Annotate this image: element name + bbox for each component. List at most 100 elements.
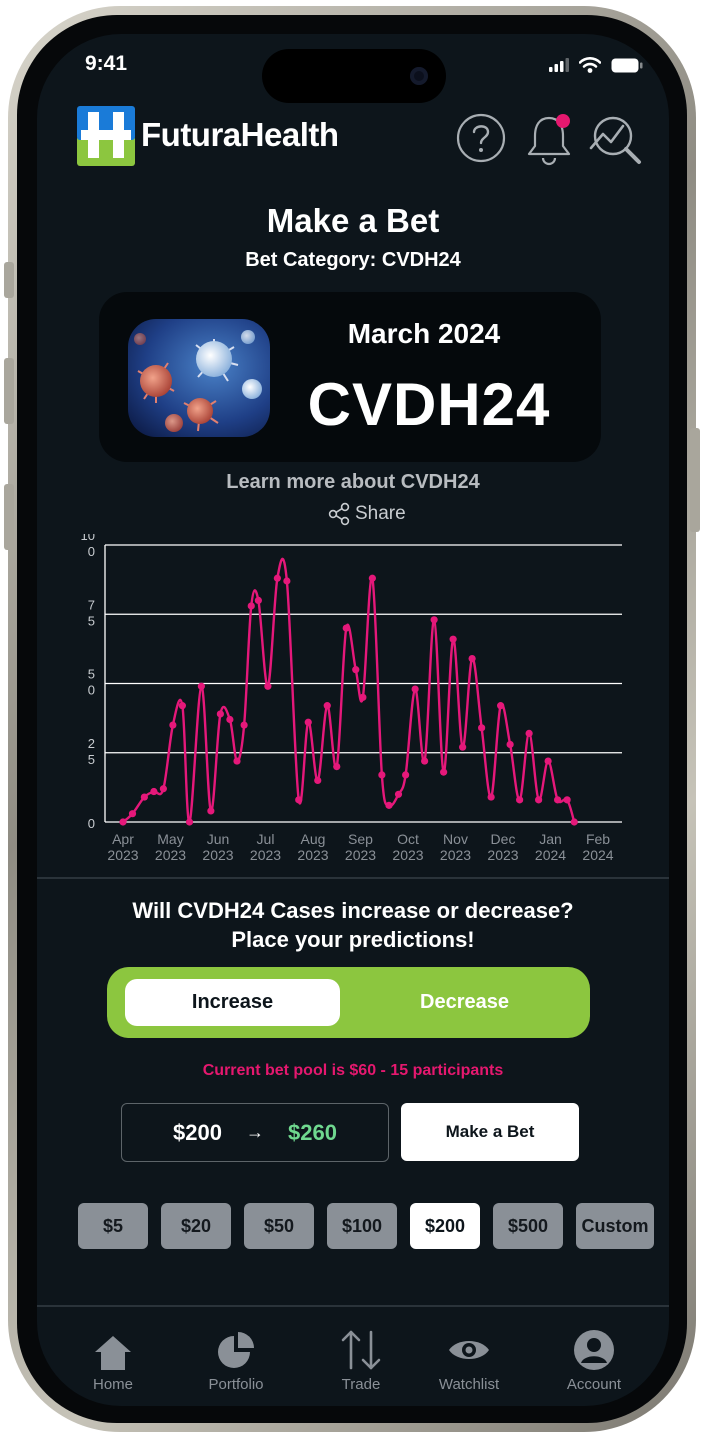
volume-up-button — [4, 358, 14, 424]
data-point — [178, 702, 186, 710]
wifi-icon — [579, 57, 601, 73]
brand-name: FuturaHealth — [141, 116, 339, 153]
card-month: March 2024 — [347, 318, 501, 349]
x-tick-year: 2023 — [487, 847, 518, 863]
x-tick-year: 2023 — [440, 847, 471, 863]
x-tick-year: 2023 — [345, 847, 376, 863]
y-tick-line-1: 0 — [88, 816, 95, 831]
data-point — [314, 776, 322, 785]
data-point — [430, 616, 438, 624]
dynamic-island — [262, 49, 446, 103]
amount-chip[interactable]: $500 — [493, 1203, 563, 1249]
data-point — [254, 596, 262, 604]
x-tick-year: 2023 — [297, 847, 328, 863]
amount-chip[interactable]: $5 — [78, 1203, 148, 1249]
nav-watchlist[interactable]: Watchlist — [414, 1328, 524, 1393]
data-point — [449, 635, 457, 643]
decrease-button[interactable]: Decrease — [420, 991, 509, 1013]
bet-payout: $260 — [288, 1119, 337, 1145]
nav-trade[interactable]: Trade — [306, 1328, 416, 1393]
signal-icon — [549, 58, 569, 72]
futurahealth-logo — [77, 106, 135, 166]
nav-trade-label: Trade — [341, 1376, 381, 1393]
bet-amount-field[interactable]: $200 → $260 — [121, 1103, 389, 1162]
data-point — [150, 787, 158, 796]
amount-chip[interactable]: $100 — [327, 1203, 397, 1249]
data-point — [159, 785, 167, 793]
x-tick-month: May — [157, 831, 183, 847]
data-point — [333, 763, 341, 771]
bell-icon[interactable] — [523, 112, 575, 166]
direction-toggle: Increase Decrease — [107, 967, 590, 1038]
amount-chip[interactable]: $50 — [244, 1203, 314, 1249]
status-time: 9:41 — [85, 52, 128, 75]
x-tick-month: Aug — [301, 831, 326, 847]
data-point — [570, 818, 578, 826]
data-point — [359, 693, 367, 701]
question-line-2: Place your predictions! — [231, 927, 475, 952]
nav-account-label: Account — [566, 1376, 622, 1393]
share-button[interactable]: Share — [327, 502, 406, 526]
series-line — [122, 557, 576, 824]
category-card: March 2024 CVDH24 — [99, 292, 601, 462]
x-tick-year: 2023 — [392, 847, 423, 863]
nav-portfolio[interactable]: Portfolio — [181, 1328, 291, 1393]
data-point — [478, 724, 486, 732]
nav-portfolio-label: Portfolio — [208, 1376, 264, 1393]
data-point — [535, 796, 543, 804]
x-tick-month: Feb — [586, 831, 610, 847]
data-point — [323, 702, 331, 710]
user-circle-icon — [574, 1330, 614, 1370]
data-point — [216, 710, 224, 718]
data-point — [140, 793, 148, 801]
data-point — [525, 729, 533, 737]
amount-chip[interactable]: $20 — [161, 1203, 231, 1249]
y-tick-line-1: 2 — [88, 736, 95, 751]
arrow-right-icon: → — [246, 1122, 264, 1142]
share-icon — [328, 502, 350, 526]
trend-search-icon[interactable] — [589, 112, 645, 168]
data-point — [185, 818, 194, 826]
data-point — [233, 757, 241, 765]
nav-watchlist-label: Watchlist — [438, 1376, 500, 1393]
make-bet-button[interactable]: Make a Bet — [401, 1103, 579, 1161]
camera-icon — [410, 67, 428, 85]
y-tick-label: 0 — [88, 816, 95, 831]
data-point — [119, 818, 127, 826]
amount-chip[interactable]: Custom — [576, 1203, 654, 1249]
nav-divider — [37, 1305, 669, 1307]
data-point — [368, 574, 376, 582]
data-point — [487, 793, 495, 801]
data-point — [516, 796, 524, 804]
y-tick-line-2: 5 — [88, 613, 95, 628]
y-tick-line-1: 10 — [81, 534, 95, 543]
x-tick-year: 2024 — [582, 847, 613, 863]
y-tick-line-2: 0 — [88, 544, 95, 559]
x-tick-month: Jul — [257, 831, 275, 847]
data-point — [169, 721, 177, 729]
x-tick-month: Nov — [443, 831, 468, 847]
amount-chip[interactable]: $200 — [410, 1203, 480, 1249]
question-line-1: Will CVDH24 Cases increase or decrease? — [132, 898, 574, 923]
data-point — [544, 757, 552, 765]
notification-dot — [556, 114, 570, 128]
nav-account[interactable]: Account — [539, 1328, 649, 1393]
nav-home[interactable]: Home — [58, 1334, 168, 1393]
y-tick-line-1: 7 — [88, 597, 95, 612]
data-point — [440, 768, 448, 776]
learn-more-link[interactable]: Learn more about CVDH24 — [226, 471, 480, 493]
x-tick-month: Jan — [539, 831, 562, 847]
help-circle-icon[interactable] — [455, 112, 507, 164]
data-point — [226, 715, 234, 724]
page-subtitle: Bet Category: CVDH24 — [245, 249, 461, 271]
data-point — [264, 682, 272, 690]
data-point — [247, 602, 255, 610]
data-point — [295, 796, 303, 804]
increase-button[interactable]: Increase — [125, 979, 340, 1026]
data-point — [554, 796, 562, 804]
data-point — [402, 771, 410, 779]
x-tick-year: 2023 — [202, 847, 233, 863]
y-tick-label: 10 0 — [81, 534, 95, 559]
data-point — [207, 807, 215, 815]
